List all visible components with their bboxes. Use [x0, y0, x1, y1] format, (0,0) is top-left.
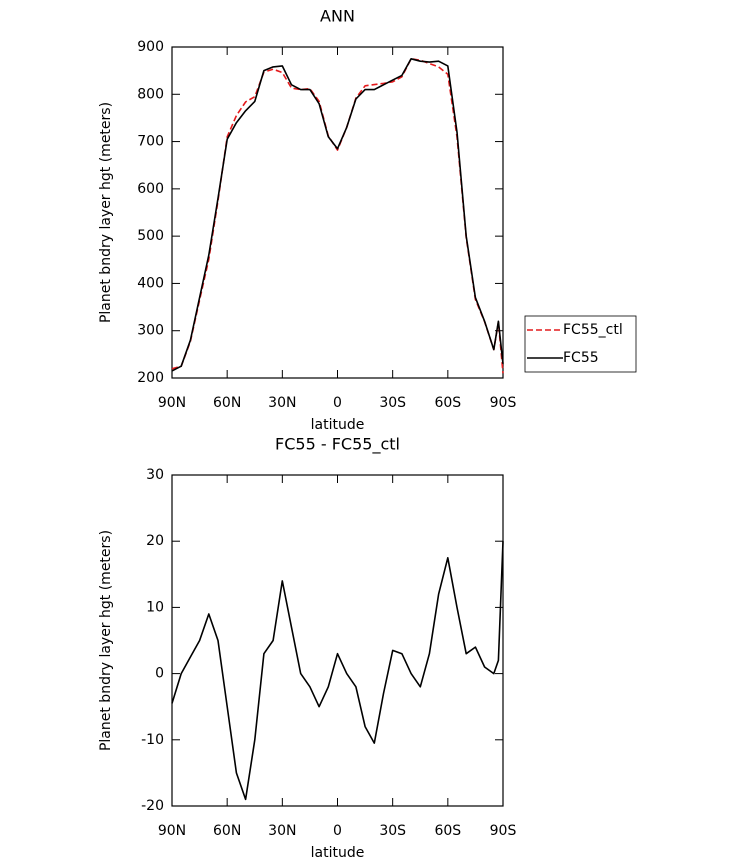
x-tick-label: 60N — [213, 823, 241, 839]
x-tick-label: 90N — [158, 823, 186, 839]
y-tick-label: -10 — [141, 732, 164, 748]
y-tick-label: 10 — [146, 599, 164, 615]
x-tick-label: 90N — [158, 395, 186, 411]
y-tick-label: 900 — [137, 39, 164, 55]
x-tick-label: 30N — [268, 823, 296, 839]
y-tick-label: 400 — [137, 275, 164, 291]
chart-title: ANN — [320, 7, 355, 26]
legend-label: FC55_ctl — [563, 322, 623, 338]
chart-title: FC55 - FC55_ctl — [275, 435, 400, 455]
y-tick-label: 200 — [137, 370, 164, 386]
x-tick-label: 0 — [333, 823, 342, 839]
plot-frame — [171, 46, 504, 379]
x-axis-label: latitude — [311, 417, 365, 433]
y-tick-label: 300 — [137, 323, 164, 339]
x-tick-label: 60S — [434, 823, 461, 839]
y-tick-label: 700 — [137, 134, 164, 150]
y-tick-label: -20 — [141, 798, 164, 814]
y-tick-label: 500 — [137, 228, 164, 244]
data-line — [171, 541, 504, 801]
x-tick-label: 60S — [434, 395, 461, 411]
x-axis-label: latitude — [311, 845, 365, 861]
x-tick-label: 30N — [268, 395, 296, 411]
y-tick-label: 600 — [137, 181, 164, 197]
legend-label: FC55 — [563, 350, 599, 366]
y-tick-label: 30 — [146, 467, 164, 483]
y-tick-label: 20 — [146, 533, 164, 549]
plot-frame — [171, 474, 504, 807]
y-tick-label: 0 — [155, 666, 164, 682]
y-axis-label: Planet bndry layer hgt (meters) — [98, 102, 114, 323]
x-tick-label: 90S — [490, 395, 517, 411]
x-tick-label: 30S — [379, 823, 406, 839]
y-tick-label: 800 — [137, 86, 164, 102]
x-tick-label: 0 — [333, 395, 342, 411]
x-tick-label: 90S — [490, 823, 517, 839]
y-axis-label: Planet bndry layer hgt (meters) — [98, 530, 114, 751]
x-tick-label: 30S — [379, 395, 406, 411]
legend-box — [524, 315, 637, 373]
x-tick-label: 60N — [213, 395, 241, 411]
data-line — [171, 58, 504, 372]
